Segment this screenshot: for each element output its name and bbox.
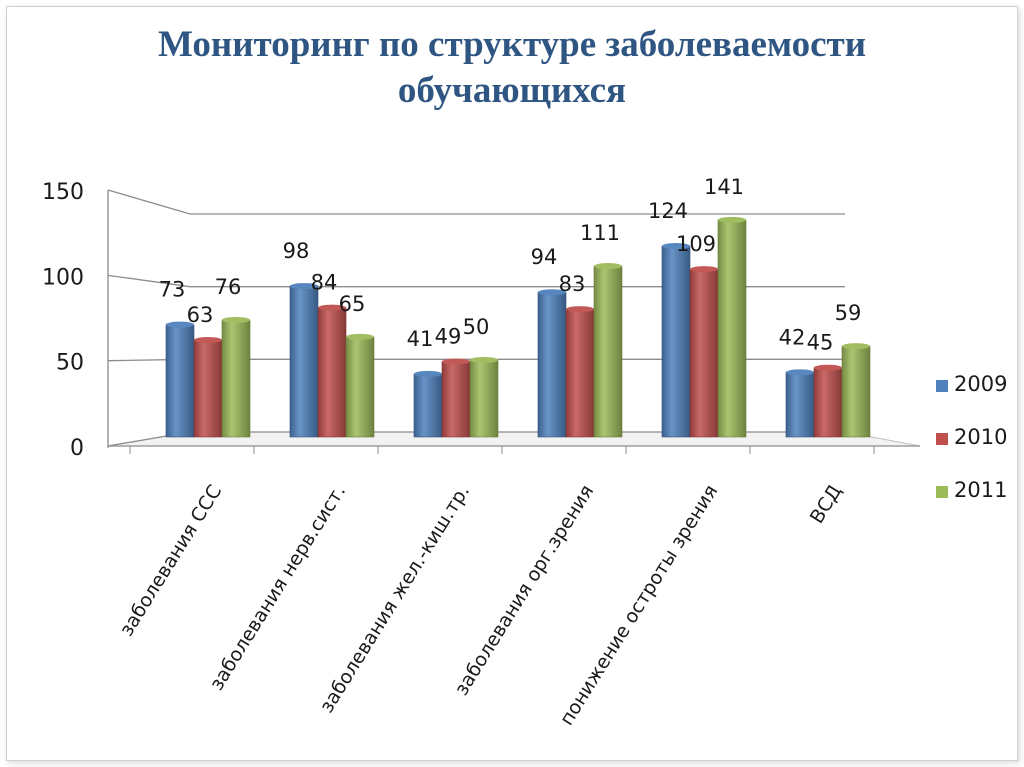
bar-2009-1 <box>165 324 195 438</box>
bar-2010-2 <box>317 307 347 438</box>
bar-cap <box>318 304 346 311</box>
data-label: 94 <box>531 245 558 269</box>
bar-cap <box>662 243 690 250</box>
data-label: 65 <box>339 292 366 316</box>
bar-2011-4 <box>593 265 623 438</box>
category-label: заболевания ССС <box>115 481 226 640</box>
data-label: 109 <box>676 232 716 256</box>
legend-swatch-2009 <box>936 380 948 392</box>
data-label: 73 <box>159 278 186 302</box>
title-line-1: Мониторинг по структуре заболеваемости <box>157 24 867 65</box>
bar-cap <box>290 283 318 290</box>
bar-cap <box>538 289 566 296</box>
bar-cap <box>718 216 746 223</box>
bar-cap <box>166 321 194 328</box>
chart-title: Мониторинг по структуре заболеваемости о… <box>0 22 1024 114</box>
title-line-2: обучающихся <box>397 70 627 111</box>
bar-2009-4 <box>537 291 567 438</box>
bar-cap <box>814 364 842 371</box>
y-tick-label: 150 <box>42 180 84 205</box>
bar-2009-5 <box>661 245 691 438</box>
y-tick-label: 0 <box>70 436 84 461</box>
data-label: 111 <box>580 221 620 245</box>
data-label: 45 <box>807 331 834 355</box>
category-label: заболевания нерв.сист. <box>206 481 351 694</box>
data-label: 98 <box>283 239 310 263</box>
bar-cap <box>194 336 222 343</box>
gridline <box>107 274 845 288</box>
legend-swatch-2011 <box>936 486 948 498</box>
bar-2009-2 <box>289 285 319 438</box>
bar-cap <box>222 316 250 323</box>
category-label: заболевания орг.зрения <box>450 481 598 699</box>
y-tick-label: 50 <box>56 351 84 376</box>
data-label: 83 <box>559 272 586 296</box>
bar-2011-2 <box>345 336 375 438</box>
bar-2009-3 <box>413 373 443 438</box>
data-label: 141 <box>704 175 744 199</box>
bar-2011-6 <box>841 345 871 438</box>
bar-2009-6 <box>785 372 815 438</box>
data-label: 124 <box>648 199 688 223</box>
legend-label-2010: 2010 <box>954 425 1007 449</box>
bar-2010-1 <box>193 339 223 438</box>
bar-cap <box>346 333 374 340</box>
bar-cap <box>442 358 470 365</box>
legend-label-2009: 2009 <box>954 372 1007 396</box>
bar-cap <box>786 369 814 376</box>
bar-2011-1 <box>221 319 251 438</box>
bar-2010-5 <box>689 268 719 438</box>
data-label: 42 <box>779 325 806 349</box>
data-label: 41 <box>407 327 434 351</box>
bar-cap <box>470 357 498 363</box>
data-label: 63 <box>187 303 214 327</box>
y-tick-label: 100 <box>42 265 84 290</box>
bar-2010-6 <box>813 367 843 438</box>
bar-cap <box>594 263 622 270</box>
data-label: 59 <box>835 301 862 325</box>
data-label: 49 <box>435 325 462 349</box>
bar-2011-3 <box>469 359 499 438</box>
bar-cap <box>566 306 594 313</box>
category-label: ВСД <box>806 481 846 528</box>
bar-cap <box>414 370 442 377</box>
category-label: заболевания жел.-киш.тр. <box>316 481 475 717</box>
legend-swatch-2010 <box>936 433 948 445</box>
bar-2010-3 <box>441 361 471 438</box>
data-label: 76 <box>215 275 242 299</box>
data-label: 50 <box>463 315 490 339</box>
bar-cap <box>690 266 718 273</box>
gridline <box>107 189 845 215</box>
data-label: 84 <box>311 271 338 295</box>
bar-2011-5 <box>717 219 747 438</box>
legend-label-2011: 2011 <box>954 478 1007 502</box>
bar-cap <box>842 343 870 350</box>
bar-2010-4 <box>565 308 595 438</box>
slide-frame <box>6 6 1018 761</box>
